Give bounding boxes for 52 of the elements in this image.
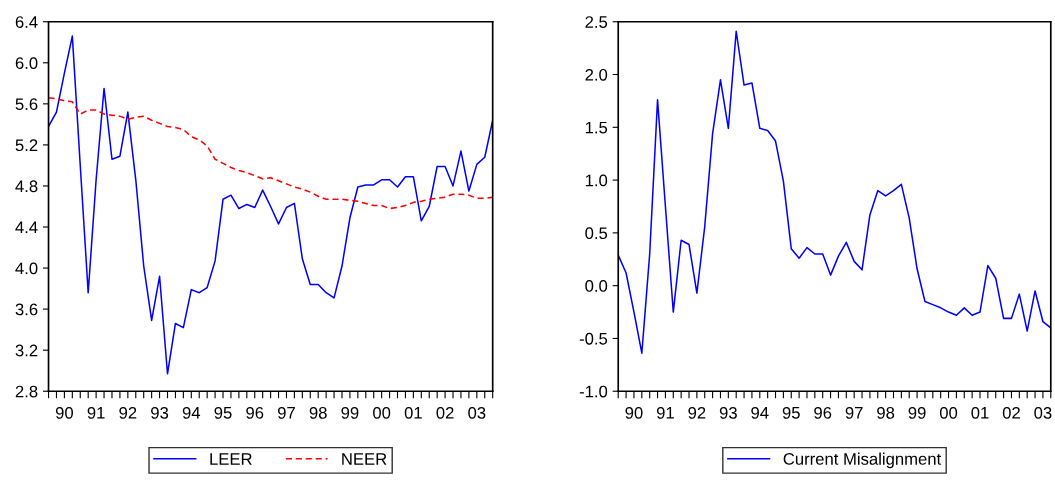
x-tick-label: 01 [404,406,422,419]
y-tick-label: 0.5 [585,227,608,240]
x-tick-label: 03 [1034,406,1052,419]
y-tick-label: 4.0 [15,262,38,275]
x-tick-label: 95 [214,406,232,419]
y-tick-label: 2.0 [585,68,608,81]
line-series [48,35,493,375]
y-tick-label: 5.6 [15,98,38,111]
y-tick-label: 4.8 [15,180,38,193]
x-tick-label: 96 [246,406,264,419]
line-series [618,30,1051,354]
y-tick-label: 1.0 [585,174,608,187]
x-tick-label: 92 [119,406,137,419]
x-tick-label: 97 [277,406,295,419]
y-tick-label: 1.5 [585,121,608,134]
x-tick-label: 97 [845,406,863,419]
x-tick-label: 01 [971,406,989,419]
x-tick-label: 94 [182,406,201,419]
y-tick-label: 2.5 [585,16,608,28]
legend-label: NEER [342,453,387,465]
legend-label: LEER [210,453,252,465]
x-tick-label: 00 [939,406,958,419]
x-tick-label: 00 [373,406,391,419]
x-tick-label: 93 [719,406,737,419]
x-tick-label: 96 [814,406,832,419]
y-tick-label: 6.0 [15,57,38,69]
x-tick-label: 03 [468,406,486,419]
y-tick-label: -1.0 [579,385,608,398]
x-tick-label: 98 [877,406,895,419]
x-tick-label: 94 [751,406,769,419]
y-tick-label: 0.0 [585,280,608,292]
legend-label: Current Misalignment [783,452,942,469]
x-tick-label: 95 [782,406,800,419]
x-tick-label: 98 [309,406,327,419]
x-tick-label: 99 [341,406,359,419]
y-tick-label: 3.6 [15,303,38,316]
x-tick-label: 93 [151,406,169,419]
x-tick-label: 91 [656,406,674,419]
y-tick-label: -0.5 [579,332,608,345]
x-tick-label: 99 [908,406,926,419]
x-tick-label: 92 [688,406,706,419]
x-tick-label: 91 [87,406,105,419]
x-tick-label: 90 [625,406,643,419]
line-series [48,96,493,210]
y-tick-label: 5.2 [15,139,38,152]
x-tick-label: 02 [436,406,454,419]
x-tick-label: 90 [55,406,74,419]
y-tick-label: 6.4 [15,16,38,28]
y-tick-label: 4.4 [15,221,38,234]
x-tick-label: 02 [1002,406,1020,419]
y-tick-label: 2.8 [15,385,38,398]
y-tick-label: 3.2 [15,344,38,357]
